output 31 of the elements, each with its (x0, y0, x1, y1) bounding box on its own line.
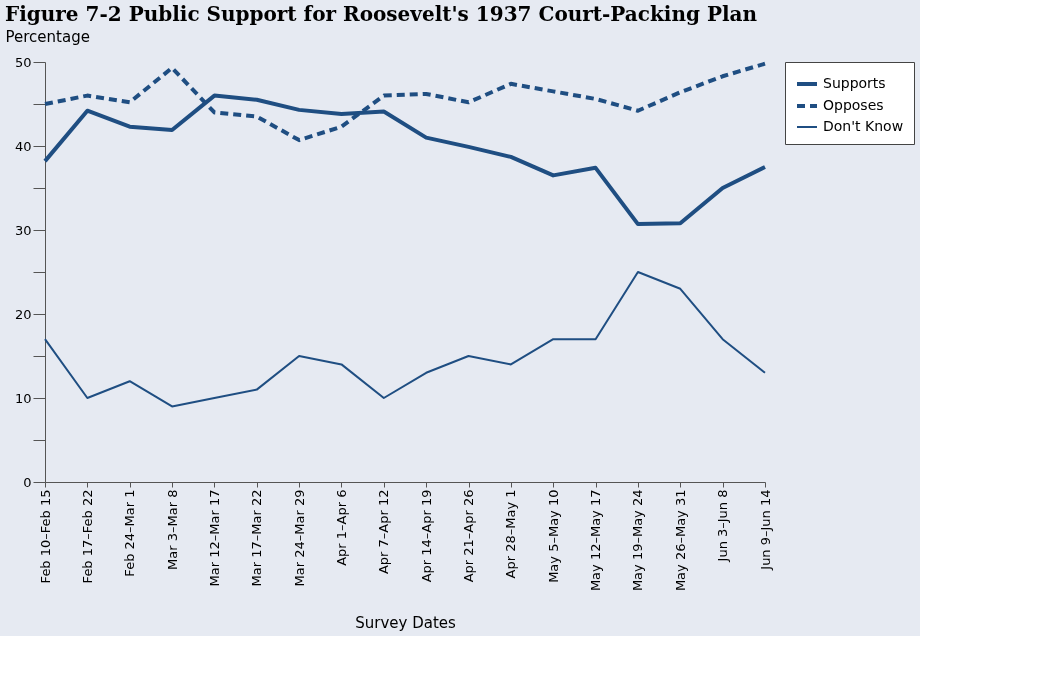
y-tick-label: 40 (14, 138, 32, 154)
x-tick-label: Mar 12–Mar 17 (206, 489, 222, 587)
legend-label: Supports (823, 75, 886, 91)
y-tick-label: 50 (14, 54, 32, 70)
x-tick-label: Mar 17–Mar 22 (249, 489, 265, 587)
line-series (44, 271, 766, 408)
x-tick-label: May 26–May 31 (672, 489, 688, 592)
x-tick-label: Feb 17–Feb 22 (79, 489, 95, 584)
y-tick-label: 10 (14, 390, 32, 406)
x-tick-label: Mar 24–Mar 29 (291, 489, 307, 587)
legend-label: Don't Know (823, 118, 904, 134)
y-axis-title: Percentage (5, 27, 90, 46)
x-tick-label: May 5–May 10 (545, 489, 561, 583)
x-tick-label: Apr 28–May 1 (503, 489, 519, 579)
x-axis-title: Survey Dates (355, 614, 456, 633)
x-tick-label: Feb 10–Feb 15 (37, 489, 53, 584)
legend-label: Opposes (823, 97, 884, 113)
y-tick-label: 0 (23, 474, 32, 490)
x-tick-label: Apr 7–Apr 12 (376, 489, 392, 575)
x-tick-label: Mar 3–Mar 8 (164, 489, 180, 570)
x-tick-label: Apr 1–Apr 6 (333, 489, 349, 566)
x-tick-label: Jun 3–Jun 8 (715, 489, 731, 563)
x-tick-label: Feb 24–Mar 1 (122, 489, 138, 577)
x-tick-label: Jun 9–Jun 14 (757, 489, 773, 571)
y-tick-label: 30 (14, 222, 32, 238)
x-tick-label: Apr 14–Apr 19 (418, 489, 434, 583)
x-tick-label: May 19–May 24 (630, 489, 646, 592)
x-tick-label: Apr 21–Apr 26 (461, 489, 477, 583)
y-tick-label: 20 (14, 306, 32, 322)
x-tick-label: May 12–May 17 (588, 489, 604, 592)
chart-title: Figure 7-2 Public Support for Roosevelt's 1937 Court-Packing Plan (5, 2, 758, 26)
